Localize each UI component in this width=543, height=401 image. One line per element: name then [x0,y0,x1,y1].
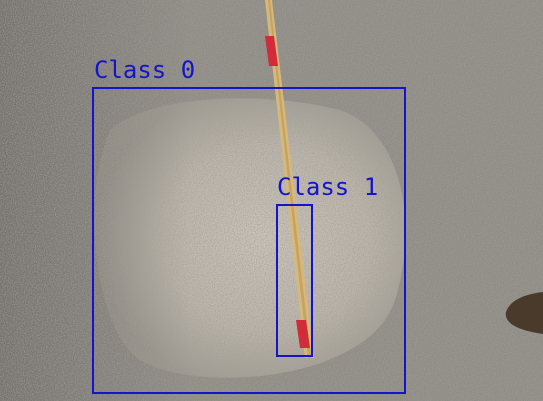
shoe-icon [505,292,543,334]
detection-box-class-0 [92,87,406,394]
detection-label-class-0: Class 0 [94,56,196,84]
wooden-ruler-icon [265,0,314,358]
detection-label-class-1: Class 1 [277,173,379,201]
detection-box-class-1 [276,204,313,357]
